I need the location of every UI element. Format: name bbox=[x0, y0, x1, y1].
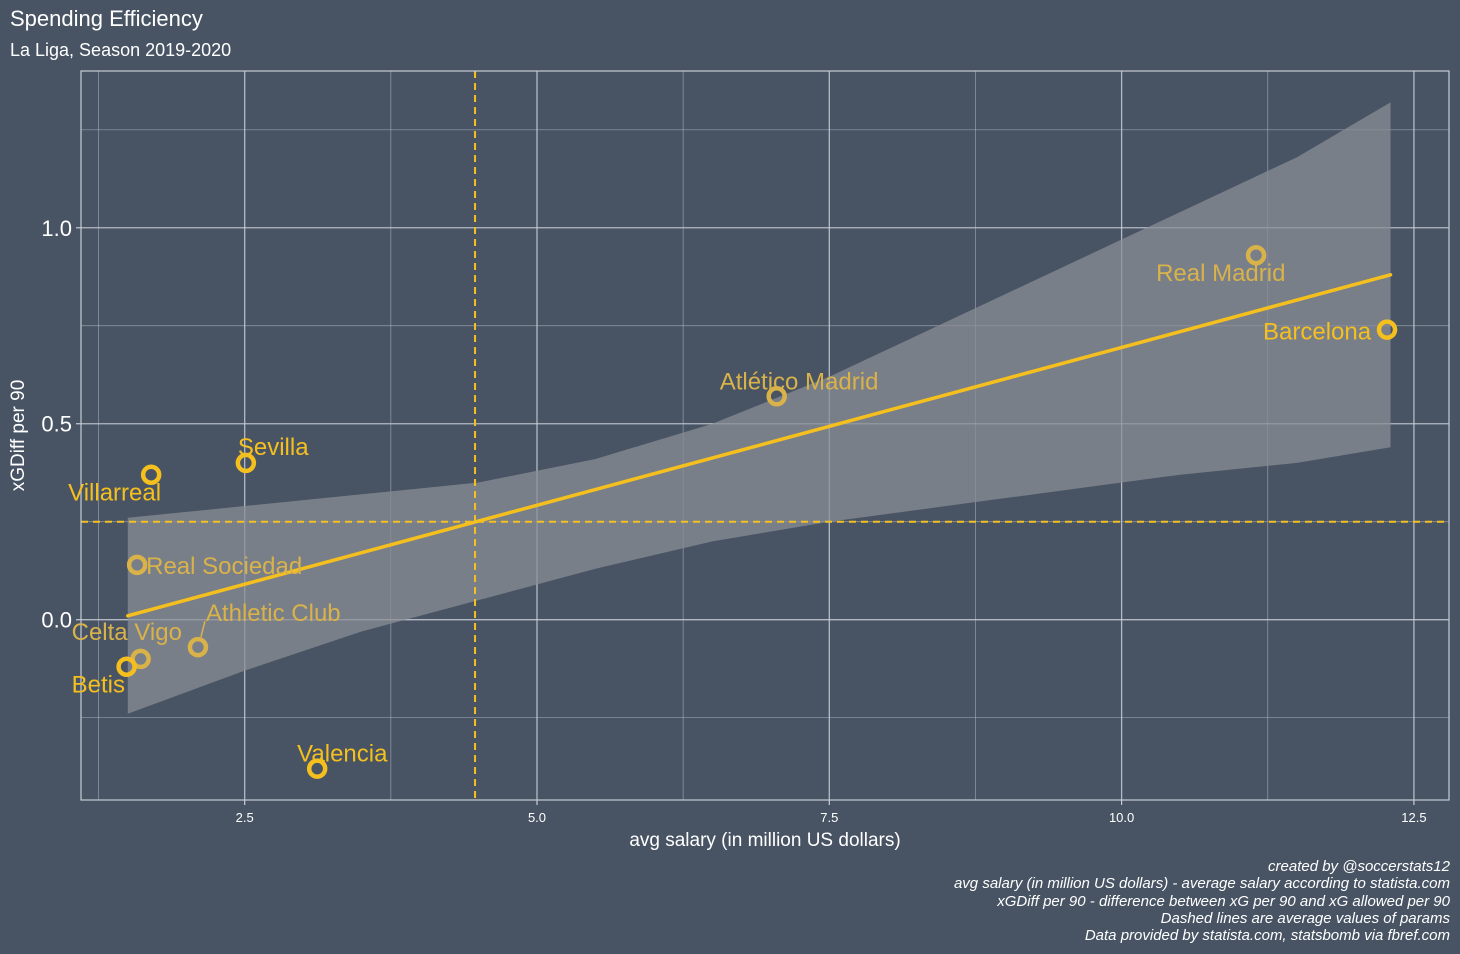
y-tick-label: 1.0 bbox=[41, 216, 72, 241]
caption-line: Data provided by statista.com, statsbomb… bbox=[1084, 927, 1450, 945]
x-axis-ticks: 2.5 5.0 7.5 10.0 12.5 bbox=[236, 800, 1427, 825]
confidence-band-group bbox=[127, 102, 1391, 714]
data-point bbox=[1245, 244, 1267, 266]
data-point bbox=[140, 464, 162, 485]
point-label: Sevilla bbox=[238, 434, 309, 461]
point-label: Betis bbox=[72, 672, 125, 699]
y-axis-ticks: 0.0 0.5 1.0 bbox=[41, 216, 81, 633]
trend-line-group bbox=[126, 273, 1393, 618]
x-tick-label: 10.0 bbox=[1109, 810, 1134, 825]
point-labels: Real Madrid Barcelona Atlético Madrid Sevil… bbox=[68, 260, 1372, 767]
data-point bbox=[1376, 319, 1398, 340]
point-label: Real Sociedad bbox=[146, 553, 302, 580]
average-lines bbox=[81, 71, 1449, 800]
chart-subtitle: La Liga, Season 2019-2020 bbox=[10, 40, 232, 60]
caption-line: Dashed lines are average values of param… bbox=[1160, 909, 1450, 927]
x-tick-label: 7.5 bbox=[820, 810, 838, 825]
point-label: Athletic Club bbox=[206, 600, 341, 627]
point-label: Valencia bbox=[297, 741, 388, 768]
trend-line bbox=[126, 273, 1393, 618]
y-tick-label: 0.5 bbox=[41, 412, 72, 437]
data-point bbox=[766, 386, 787, 407]
caption-line: xGDiff per 90 - difference between xG pe… bbox=[997, 892, 1450, 910]
caption-line: avg salary (in million US dollars) - ave… bbox=[953, 875, 1450, 893]
plot-panel-border bbox=[80, 70, 1450, 801]
data-point bbox=[187, 636, 209, 658]
caption-line: created by @soccerstats12 bbox=[1268, 858, 1450, 875]
chart-caption: created by @soccerstats12 avg salary (in… bbox=[954, 858, 1450, 944]
x-axis-title: avg salary (in million US dollars) bbox=[629, 830, 900, 851]
x-tick-label: 5.0 bbox=[528, 810, 546, 825]
data-points bbox=[116, 244, 1398, 779]
chart-title: Spending Efficiency bbox=[10, 6, 203, 31]
point-label: Villarreal bbox=[68, 480, 161, 507]
y-axis-title: xGDiff per 90 bbox=[8, 380, 29, 492]
x-tick-label: 12.5 bbox=[1401, 810, 1426, 825]
point-label: Real Madrid bbox=[1156, 260, 1285, 287]
label-leader-line bbox=[200, 620, 206, 638]
data-point bbox=[126, 554, 148, 576]
point-label: Celta Vigo bbox=[72, 619, 182, 646]
data-point bbox=[306, 758, 328, 779]
x-tick-label: 2.5 bbox=[236, 810, 254, 825]
point-label: Atlético Madrid bbox=[720, 368, 879, 395]
data-point bbox=[116, 656, 137, 677]
y-tick-label: 0.0 bbox=[41, 608, 72, 633]
data-point bbox=[235, 452, 257, 474]
point-label: Barcelona bbox=[1263, 319, 1372, 346]
confidence-band bbox=[127, 102, 1391, 714]
